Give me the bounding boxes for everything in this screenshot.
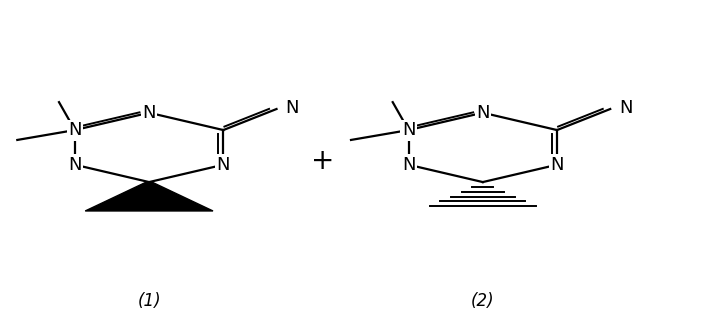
Polygon shape (85, 182, 213, 211)
Text: N: N (619, 99, 633, 117)
Text: (2): (2) (471, 292, 495, 311)
Text: N: N (217, 156, 230, 174)
Text: N: N (142, 104, 156, 122)
Text: N: N (476, 104, 490, 122)
Text: N: N (402, 156, 415, 174)
Text: N: N (550, 156, 564, 174)
Text: N: N (68, 121, 82, 139)
Text: +: + (312, 147, 334, 175)
Text: (1): (1) (137, 292, 161, 311)
Text: N: N (285, 99, 299, 117)
Text: N: N (402, 121, 415, 139)
Text: N: N (68, 156, 82, 174)
